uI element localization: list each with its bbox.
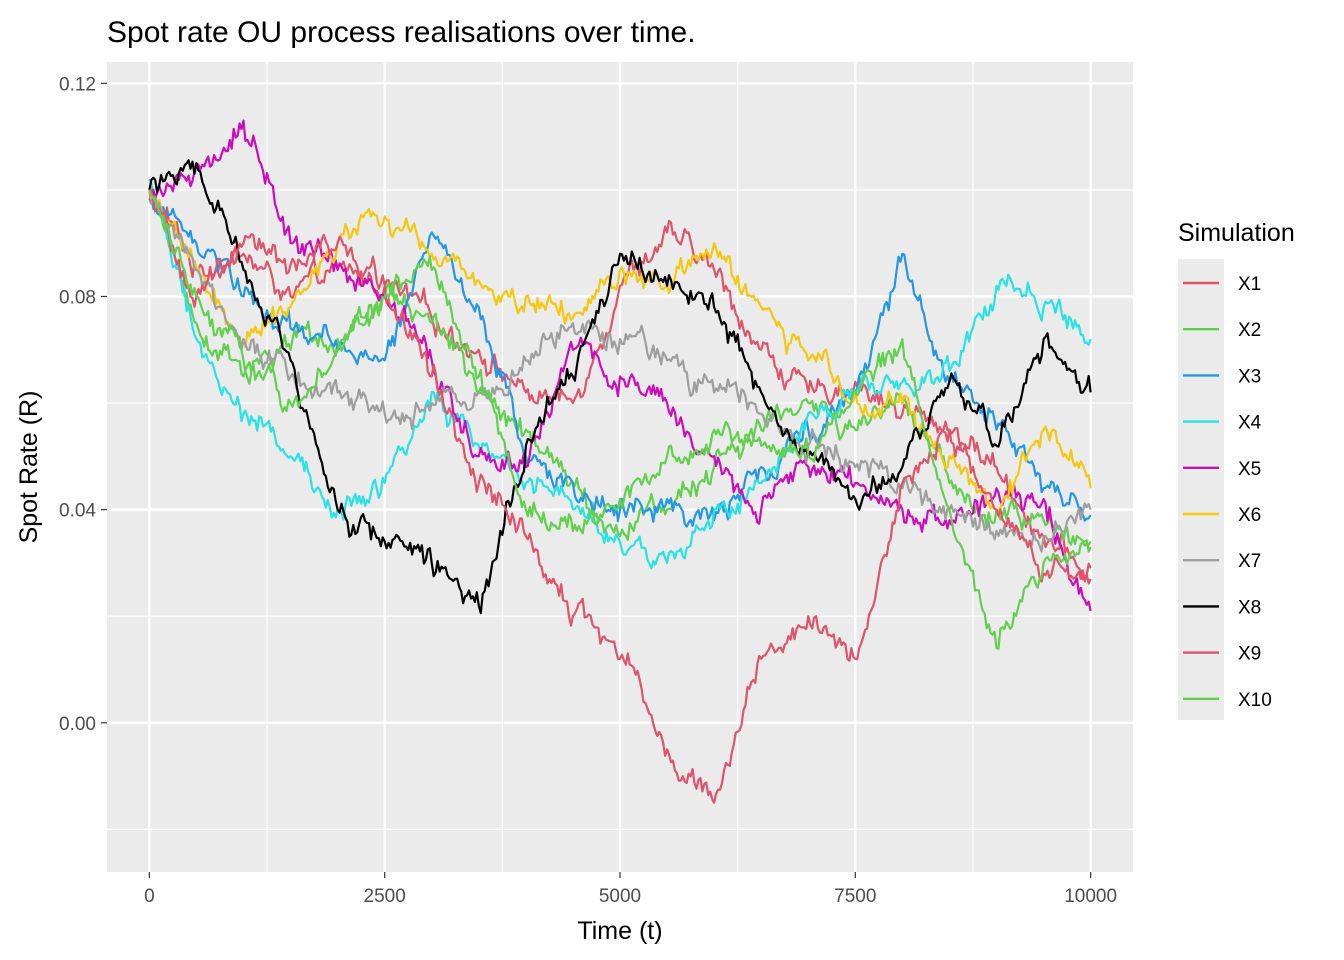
- x-tick-label: 5000: [599, 886, 641, 907]
- legend-label: X8: [1238, 597, 1261, 618]
- legend-label: X5: [1238, 459, 1261, 480]
- legend-item: X9: [1183, 644, 1261, 665]
- legend-item: X6: [1183, 505, 1261, 526]
- x-tick-label: 10000: [1064, 886, 1117, 907]
- legend-item: X4: [1183, 413, 1262, 434]
- series-line-x5: [148, 119, 1092, 612]
- chart-title: Spot rate OU process realisations over t…: [107, 16, 696, 49]
- series-line-x8: [148, 159, 1092, 615]
- legend-item: X1: [1183, 274, 1261, 295]
- legend-label: X7: [1238, 551, 1261, 572]
- series-layer: [148, 119, 1092, 804]
- y-tick-label: 0.04: [59, 501, 96, 522]
- legend-item: X7: [1183, 551, 1261, 572]
- legend-label: X10: [1238, 690, 1272, 711]
- x-tick-label: 7500: [834, 886, 876, 907]
- series-line-x6: [148, 189, 1092, 512]
- series-line-x7: [148, 195, 1092, 553]
- legend-title: Simulation: [1178, 219, 1295, 247]
- legend-item: X8: [1183, 597, 1261, 618]
- series-line-x10: [148, 189, 1092, 650]
- x-tick-label: 2500: [364, 886, 406, 907]
- y-tick-label: 0.08: [59, 287, 96, 308]
- series-line-x9: [148, 188, 1092, 804]
- y-tick-label: 0.00: [59, 714, 96, 735]
- legend-label: X3: [1238, 366, 1261, 387]
- x-axis-title: Time (t): [577, 917, 662, 945]
- legend-label: X4: [1238, 413, 1262, 434]
- legend-label: X9: [1238, 644, 1261, 665]
- legend-label: X6: [1238, 505, 1261, 526]
- legend-label: X2: [1238, 320, 1261, 341]
- legend-label: X1: [1238, 274, 1261, 295]
- x-tick-label: 0: [144, 886, 155, 907]
- legend-item: X3: [1183, 366, 1261, 387]
- series-line-x3: [148, 193, 1092, 528]
- legend-item: X10: [1183, 690, 1272, 711]
- series-line-x4: [148, 178, 1092, 570]
- legend-item: X5: [1183, 459, 1261, 480]
- y-tick-label: 0.12: [59, 74, 96, 95]
- legend-item: X2: [1183, 320, 1261, 341]
- y-tick-labels: 0.00 0.04 0.08 0.12: [59, 74, 96, 734]
- legend-key-background: [1178, 259, 1224, 720]
- series-line-x1: [148, 188, 1092, 585]
- x-tick-labels: 0 2500 5000 7500 10000: [144, 886, 1117, 907]
- y-axis-title: Spot Rate (R): [15, 391, 43, 544]
- axis-ticks: [101, 82, 1092, 878]
- legend: Simulation X1 X2 X3 X4 X5 X6 X7 X8 X9 X10: [1178, 219, 1295, 720]
